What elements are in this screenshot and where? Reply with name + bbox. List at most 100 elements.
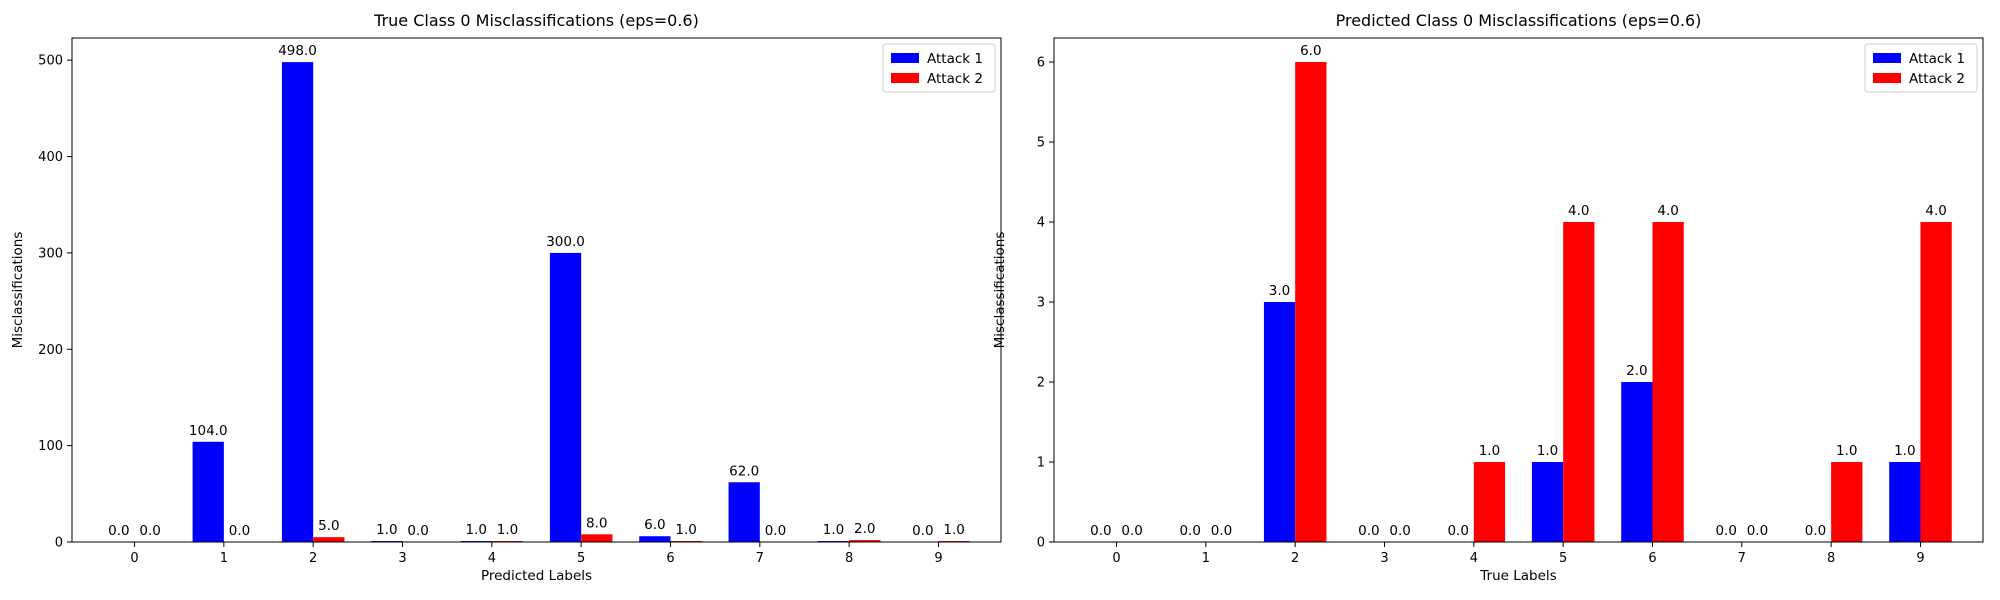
bar-attack-2-8 <box>849 540 881 542</box>
legend-swatch <box>1873 73 1901 83</box>
value-label: 6.0 <box>1300 43 1321 59</box>
bar-attack-1-7 <box>728 482 760 542</box>
x-tick-label: 8 <box>845 551 853 566</box>
value-label: 1.0 <box>1894 443 1915 459</box>
y-tick-label: 6 <box>1037 56 1045 71</box>
value-label: 2.0 <box>854 521 875 537</box>
y-tick-label: 200 <box>38 343 63 358</box>
value-label: 4.0 <box>1568 203 1589 219</box>
value-label: 0.0 <box>912 523 933 539</box>
y-tick-label: 500 <box>38 54 63 69</box>
x-tick-label: 2 <box>309 551 317 566</box>
legend-swatch <box>891 73 919 83</box>
y-tick-label: 400 <box>38 150 63 165</box>
value-label: 0.0 <box>1121 523 1142 539</box>
y-tick-label: 4 <box>1037 216 1045 231</box>
chart-title: True Class 0 Misclassifications (eps=0.6… <box>373 11 699 30</box>
value-label: 0.0 <box>1805 523 1826 539</box>
x-axis-label: Predicted Labels <box>481 568 592 584</box>
bar-attack-1-5 <box>1531 462 1564 542</box>
y-tick-label: 0 <box>55 536 63 551</box>
value-label: 0.0 <box>1179 523 1200 539</box>
value-label: 1.0 <box>943 522 964 538</box>
y-axis-label: Misclassifications <box>10 232 26 349</box>
bar-attack-2-8 <box>1831 462 1863 542</box>
legend-entry: Attack 2 <box>927 71 983 87</box>
x-tick-label: 2 <box>1291 551 1299 566</box>
value-label: 0.0 <box>1090 523 1111 539</box>
y-tick-label: 100 <box>38 439 63 454</box>
bar-attack-1-2 <box>281 62 314 543</box>
x-tick-label: 3 <box>1380 551 1388 566</box>
x-axis-label: True Labels <box>1479 568 1556 584</box>
value-label: 0.0 <box>1358 523 1379 539</box>
value-label: 0.0 <box>1389 523 1410 539</box>
value-label: 8.0 <box>586 515 607 531</box>
value-label: 498.0 <box>278 43 317 59</box>
x-tick-label: 9 <box>1916 551 1924 566</box>
bar-attack-2-9 <box>1920 222 1952 542</box>
x-tick-label: 5 <box>1559 551 1567 566</box>
bar-attack-1-5 <box>549 252 582 542</box>
value-label: 104.0 <box>189 423 228 439</box>
value-label: 1.0 <box>497 522 518 538</box>
x-tick-label: 5 <box>577 551 585 566</box>
bar-attack-1-6 <box>639 536 671 542</box>
x-tick-label: 7 <box>1738 551 1746 566</box>
x-tick-label: 6 <box>1648 551 1656 566</box>
x-tick-label: 1 <box>220 551 228 566</box>
bar-attack-1-6 <box>1621 382 1653 542</box>
x-tick-label: 0 <box>130 551 138 566</box>
value-label: 1.0 <box>675 522 696 538</box>
x-tick-label: 1 <box>1202 551 1210 566</box>
value-label: 1.0 <box>1479 443 1500 459</box>
y-axis-label: Misclassifications <box>992 232 1008 349</box>
value-label: 62.0 <box>729 463 759 479</box>
bar-attack-2-4 <box>1473 462 1506 542</box>
bar-attack-1-1 <box>192 441 224 542</box>
legend-entry: Attack 2 <box>1909 71 1965 87</box>
x-tick-label: 8 <box>1827 551 1835 566</box>
legend-entry: Attack 1 <box>1909 51 1965 67</box>
value-label: 0.0 <box>1715 523 1736 539</box>
bar-attack-1-9 <box>1889 462 1921 542</box>
bar-attack-2-5 <box>1563 222 1595 542</box>
value-label: 0.0 <box>108 523 129 539</box>
value-label: 1.0 <box>823 522 844 538</box>
value-label: 5.0 <box>318 518 339 534</box>
chart-title: Predicted Class 0 Misclassifications (ep… <box>1336 11 1702 30</box>
legend-swatch <box>1873 53 1901 63</box>
value-label: 6.0 <box>644 517 665 533</box>
value-label: 0.0 <box>765 523 786 539</box>
value-label: 0.0 <box>1447 523 1468 539</box>
value-label: 0.0 <box>139 523 160 539</box>
value-label: 0.0 <box>1211 523 1232 539</box>
legend: Attack 1 Attack 2 <box>1864 43 1978 93</box>
value-label: 1.0 <box>465 522 486 538</box>
value-label: 300.0 <box>546 234 585 250</box>
y-tick-label: 1 <box>1037 456 1045 471</box>
x-tick-label: 6 <box>666 551 674 566</box>
value-label: 4.0 <box>1925 203 1946 219</box>
y-tick-label: 5 <box>1037 136 1045 151</box>
x-tick-label: 3 <box>398 551 406 566</box>
bar-attack-2-2 <box>1295 62 1327 542</box>
value-label: 1.0 <box>1537 443 1558 459</box>
value-label: 0.0 <box>229 523 250 539</box>
bar-attack-2-6 <box>1652 222 1684 542</box>
value-label: 2.0 <box>1626 363 1647 379</box>
x-tick-label: 0 <box>1112 551 1120 566</box>
value-label: 0.0 <box>407 523 428 539</box>
bar-attack-2-2 <box>313 537 345 542</box>
y-tick-label: 0 <box>1037 536 1045 551</box>
value-label: 1.0 <box>1836 443 1857 459</box>
value-label: 4.0 <box>1657 203 1678 219</box>
y-tick-label: 2 <box>1037 376 1045 391</box>
legend-swatch <box>891 53 919 63</box>
x-tick-label: 4 <box>1470 551 1478 566</box>
axes-frame <box>1053 37 1984 543</box>
bar-attack-1-2 <box>1263 302 1296 542</box>
bar-attack-2-5 <box>581 534 613 542</box>
